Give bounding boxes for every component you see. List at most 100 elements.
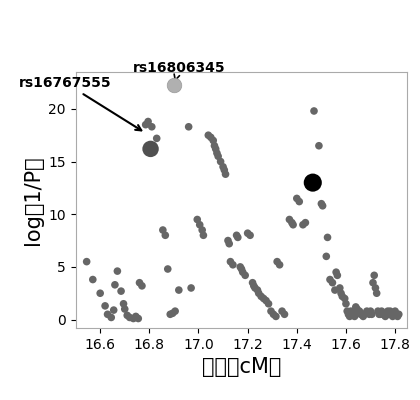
Point [311, 108, 318, 114]
Point [384, 308, 391, 314]
Point [147, 146, 154, 152]
Point [294, 195, 300, 202]
Point [110, 307, 117, 313]
Point [263, 298, 270, 304]
Point [327, 276, 333, 283]
Point [210, 137, 217, 144]
Point [296, 198, 303, 205]
Point [185, 124, 192, 130]
Point [318, 200, 325, 207]
Point [346, 313, 353, 320]
Point [350, 311, 357, 318]
Point [233, 232, 240, 238]
Point [242, 272, 249, 278]
Point [255, 290, 262, 296]
Point [172, 308, 178, 314]
Point [199, 227, 205, 233]
Point [221, 167, 228, 173]
Point [334, 272, 341, 278]
Point [323, 253, 330, 260]
Point [302, 220, 309, 226]
Point [373, 290, 380, 296]
Point [130, 315, 137, 322]
Point [347, 308, 354, 314]
Point [250, 283, 257, 289]
Point [315, 142, 322, 149]
Point [132, 313, 139, 320]
Point [145, 118, 152, 125]
Point [333, 269, 339, 275]
Point [260, 295, 267, 302]
Point [205, 132, 212, 138]
Point [207, 134, 214, 140]
Point [200, 232, 207, 238]
Point [188, 285, 194, 291]
Point [268, 308, 274, 314]
Point [392, 308, 399, 314]
Text: rs16767555: rs16767555 [19, 76, 141, 130]
Text: rs16806345: rs16806345 [133, 61, 225, 81]
Point [343, 300, 349, 307]
Point [265, 300, 272, 307]
Point [368, 311, 375, 318]
Point [310, 180, 316, 186]
Point [160, 227, 166, 233]
Point [102, 303, 108, 309]
Point [370, 280, 376, 286]
Point [164, 266, 171, 272]
Point [238, 266, 245, 272]
Point [258, 293, 265, 300]
Point [247, 232, 253, 238]
Point [344, 308, 351, 314]
Point [339, 293, 346, 300]
Point [389, 313, 396, 320]
Point [345, 311, 352, 318]
Point [352, 304, 359, 310]
Point [361, 311, 368, 318]
Point [244, 230, 251, 236]
Point [139, 283, 145, 289]
Point [273, 313, 279, 320]
Point [97, 290, 104, 296]
Point [254, 287, 261, 293]
Point [142, 122, 149, 128]
Point [249, 280, 256, 286]
Point [274, 258, 281, 265]
Point [148, 124, 155, 130]
Point [286, 216, 293, 223]
Point [169, 310, 176, 316]
Point [377, 311, 384, 318]
Point [379, 311, 386, 318]
Point [220, 164, 226, 170]
Point [176, 287, 182, 293]
Point [226, 240, 233, 247]
Point [383, 311, 390, 318]
Point [171, 82, 177, 88]
Point [388, 311, 395, 318]
Point [394, 313, 401, 320]
Point [356, 308, 363, 314]
Point [89, 276, 96, 283]
Point [135, 315, 142, 322]
Point [366, 311, 373, 318]
Point [363, 308, 370, 314]
Y-axis label: log（1/P）: log（1/P） [23, 155, 43, 245]
Point [387, 308, 394, 314]
Point [378, 308, 385, 314]
Point [270, 311, 277, 318]
Point [351, 313, 358, 320]
Point [299, 222, 306, 228]
Point [213, 146, 219, 152]
Point [225, 237, 231, 244]
Point [126, 314, 133, 321]
Point [222, 171, 229, 177]
Point [276, 262, 283, 268]
Point [329, 280, 336, 286]
Point [136, 280, 143, 286]
Point [360, 313, 367, 320]
Point [338, 290, 344, 296]
Point [227, 258, 234, 265]
Point [319, 202, 326, 209]
Point [217, 158, 224, 165]
Point [104, 311, 111, 318]
